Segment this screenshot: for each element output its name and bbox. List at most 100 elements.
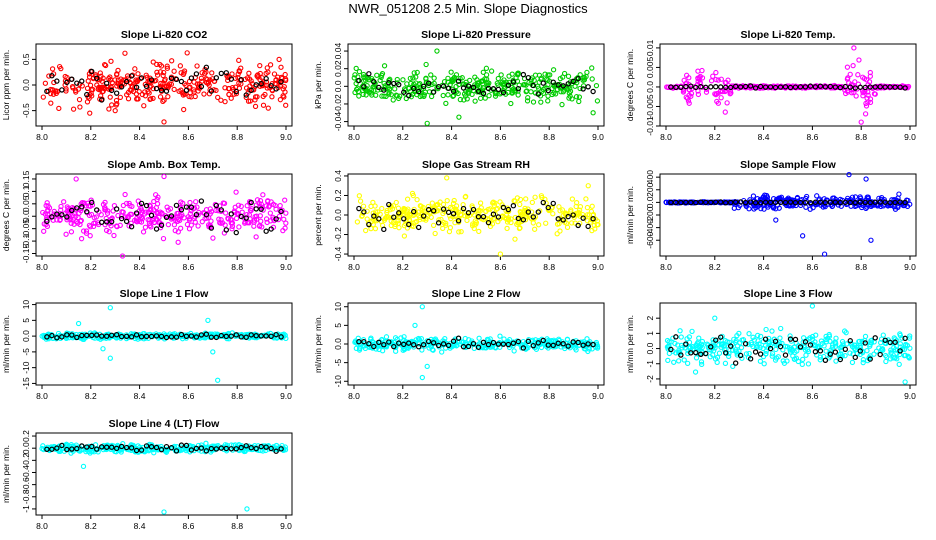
- data-point: [155, 194, 161, 200]
- data-point: [441, 219, 447, 226]
- y-tick-label: 0.0: [21, 210, 31, 222]
- data-series: [352, 304, 601, 381]
- data-point: [794, 195, 801, 202]
- data-point: [777, 335, 783, 341]
- reference-point: [505, 206, 512, 213]
- data-point: [863, 176, 869, 182]
- data-point: [799, 233, 806, 239]
- reference-point: [440, 83, 447, 89]
- reference-point: [188, 75, 195, 81]
- reference-point: [708, 199, 714, 206]
- x-tick-label: 8.2: [397, 391, 409, 401]
- reference-point: [480, 213, 487, 220]
- data-point: [70, 106, 77, 112]
- data-point: [245, 219, 252, 225]
- data-point: [734, 350, 740, 356]
- reference-point: [54, 211, 60, 217]
- x-tick-label: 8.6: [182, 262, 194, 272]
- data-point: [83, 228, 90, 234]
- data-point: [180, 200, 186, 206]
- data-point: [46, 205, 53, 211]
- reference-point: [678, 84, 684, 91]
- data-point: [458, 229, 464, 235]
- reference-point: [223, 227, 229, 233]
- data-point: [119, 253, 126, 259]
- y-tick-label: 1: [645, 331, 655, 336]
- data-point: [718, 76, 724, 82]
- data-point: [151, 450, 157, 456]
- data-point: [538, 99, 544, 105]
- reference-point: [787, 336, 794, 342]
- data-point: [43, 221, 49, 227]
- data-point: [260, 448, 266, 454]
- data-point: [368, 225, 374, 232]
- x-tick-label: 8.2: [85, 132, 97, 142]
- data-point: [133, 216, 140, 222]
- data-point: [865, 195, 871, 202]
- data-point: [215, 208, 221, 214]
- chart-panel-4: Slope Amb. Box Temp. degrees C per min. 8.…: [1, 159, 293, 272]
- y-tick-label: -2: [645, 375, 655, 383]
- reference-point: [668, 84, 674, 90]
- y-axis-label: degrees C per min.: [625, 49, 635, 121]
- data-point: [87, 82, 94, 88]
- reference-point: [500, 341, 507, 347]
- data-point: [100, 346, 106, 352]
- data-point: [440, 92, 446, 99]
- data-point: [554, 231, 560, 237]
- reference-point: [233, 332, 239, 338]
- reference-point: [386, 80, 392, 86]
- data-point: [463, 344, 469, 351]
- reference-point: [683, 83, 689, 90]
- reference-point: [406, 340, 412, 346]
- data-point: [352, 72, 358, 78]
- x-tick-label: 8.0: [660, 262, 672, 272]
- reference-point: [718, 334, 724, 340]
- data-point: [78, 236, 85, 242]
- data-point: [44, 200, 50, 206]
- data-point: [239, 209, 245, 215]
- reference-point: [411, 85, 417, 92]
- reference-point: [406, 92, 412, 99]
- reference-point: [143, 443, 150, 449]
- data-point: [446, 228, 453, 235]
- y-tick-label: -1: [645, 360, 655, 368]
- reference-point: [381, 226, 387, 233]
- data-point: [58, 65, 64, 72]
- data-point: [863, 77, 870, 83]
- data-point: [757, 358, 764, 364]
- data-point: [163, 446, 170, 452]
- data-point: [817, 357, 823, 363]
- data-point: [577, 204, 584, 210]
- data-point: [260, 93, 266, 100]
- reference-point: [440, 341, 447, 347]
- data-point: [864, 95, 870, 101]
- data-series: [663, 171, 913, 257]
- reference-point: [590, 216, 596, 222]
- data-point: [477, 95, 484, 101]
- data-point: [448, 69, 454, 75]
- data-point: [356, 193, 363, 199]
- data-point: [222, 210, 229, 216]
- reference-point: [371, 343, 377, 350]
- reference-point: [148, 333, 155, 340]
- data-point: [267, 62, 274, 68]
- x-tick-label: 8.8: [231, 262, 243, 272]
- reference-point: [168, 213, 175, 219]
- data-point: [233, 90, 240, 97]
- reference-point: [223, 70, 229, 76]
- reference-point: [545, 342, 551, 348]
- reference-point: [590, 341, 596, 348]
- reference-point: [742, 341, 749, 347]
- x-tick-label: 8.4: [134, 521, 146, 531]
- data-point: [142, 224, 149, 230]
- y-axis-label: kPa per min.: [313, 61, 323, 109]
- reference-point: [837, 199, 844, 206]
- data-point: [40, 443, 46, 449]
- data-point: [849, 359, 856, 366]
- y-tick-label: -200: [645, 206, 655, 223]
- data-point: [157, 209, 163, 215]
- chart-title: Slope Line 1 Flow: [120, 288, 210, 300]
- reference-point: [892, 199, 898, 206]
- reference-point: [688, 199, 694, 206]
